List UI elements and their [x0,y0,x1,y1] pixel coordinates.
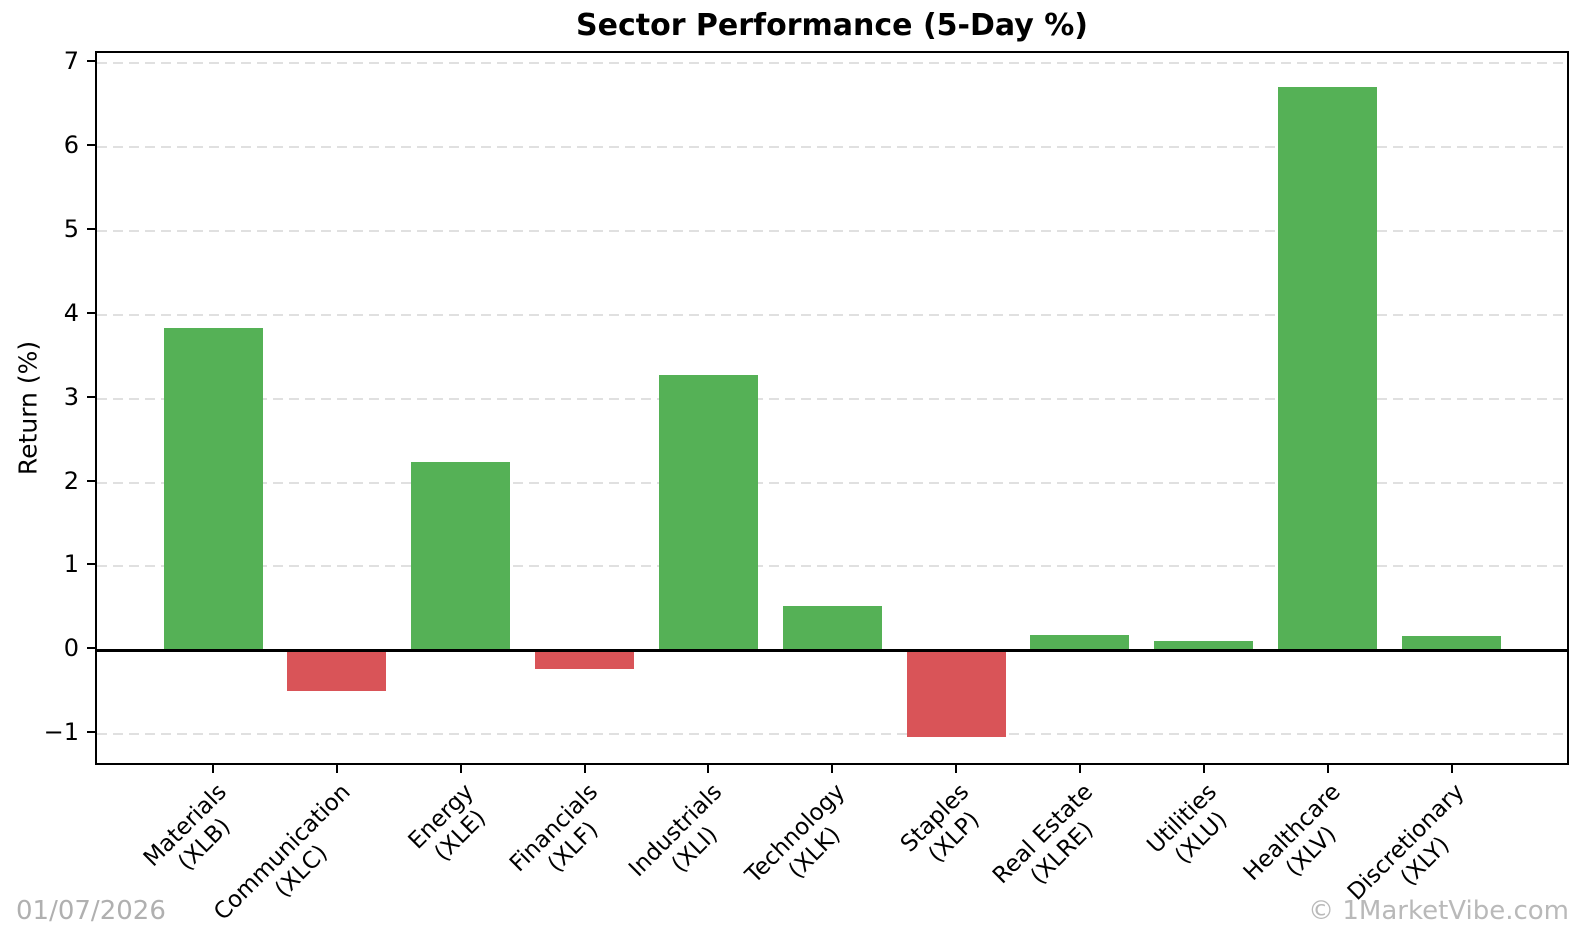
y-tick-label-2: 2 [63,466,79,495]
bar-energy [411,461,511,651]
x-tick-mark-8 [1202,765,1205,773]
bar-technology [782,605,882,651]
y-tick-mark--1 [87,731,95,734]
y-tick-label-1: 1 [63,550,79,579]
gridline-y6 [97,145,1567,148]
y-tick-mark-5 [87,227,95,230]
y-tick-mark-7 [87,60,95,63]
y-tick-label-6: 6 [63,130,79,159]
gridline-y5 [97,229,1567,232]
y-tick-mark-3 [87,395,95,398]
x-tick-label-0: Materials (XLB) [138,779,251,892]
chart-title: Sector Performance (5-Day %) [576,8,1088,43]
y-tick-label-0: 0 [63,634,79,663]
y-tick-label-5: 5 [63,214,79,243]
gridline-y7 [97,62,1567,65]
gridline-y3 [97,397,1567,400]
gridline-y1 [97,565,1567,568]
x-tick-mark-4 [707,765,710,773]
x-tick-mark-3 [583,765,586,773]
y-tick-mark-1 [87,563,95,566]
y-tick-mark-2 [87,479,95,482]
gridline-y4 [97,313,1567,316]
gridline-y2 [97,481,1567,484]
bar-staples [906,650,1006,737]
y-tick-mark-6 [87,143,95,146]
bar-materials [163,328,263,651]
bar-communication [287,650,387,691]
x-tick-label-2: Energy (XLE) [404,779,499,874]
x-tick-mark-7 [1078,765,1081,773]
bar-financials [535,650,635,669]
y-tick-label--1: −1 [43,718,79,747]
date-text: 01/07/2026 [16,896,166,926]
bar-utilities [1154,641,1254,651]
x-tick-mark-0 [212,765,214,773]
y-tick-label-3: 3 [63,382,79,411]
bar-discretionary [1402,636,1501,651]
x-tick-label-7: Real Estate (XLRE) [988,779,1118,909]
x-tick-mark-1 [335,765,338,773]
x-tick-label-8: Utilities (XLU) [1143,779,1242,878]
zero-line [97,648,1567,652]
x-tick-label-6: Staples (XLP) [896,779,994,877]
y-tick-mark-4 [87,311,95,314]
x-tick-label-3: Financials (XLF) [505,779,623,897]
x-tick-mark-6 [955,765,958,773]
x-tick-label-5: Technology (XLK) [741,779,870,908]
x-tick-mark-9 [1326,765,1329,773]
y-tick-mark-0 [87,647,95,650]
x-tick-mark-2 [459,765,462,773]
watermark-text: © 1MarketVibe.com [1308,896,1569,926]
plot-area [95,51,1569,765]
bar-industrials [658,375,758,651]
x-tick-label-4: Industrials (XLI) [624,779,747,902]
y-tick-label-7: 7 [63,47,79,76]
bar-real-estate [1030,635,1130,651]
y-tick-label-4: 4 [63,298,79,327]
bar-healthcare [1278,86,1378,651]
gridline-y-1 [97,733,1567,736]
x-tick-mark-5 [831,765,834,773]
x-tick-mark-10 [1450,765,1453,773]
